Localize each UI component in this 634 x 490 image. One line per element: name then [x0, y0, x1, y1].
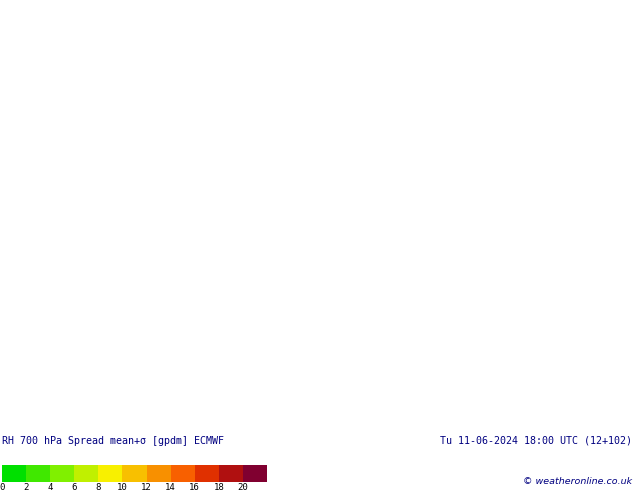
Text: 10: 10 [117, 483, 128, 490]
Text: RH 700 hPa Spread mean+σ [gpdm] ECMWF: RH 700 hPa Spread mean+σ [gpdm] ECMWF [2, 436, 224, 446]
Text: 14: 14 [165, 483, 176, 490]
Bar [243, 465, 267, 482]
Text: © weatheronline.co.uk: © weatheronline.co.uk [523, 477, 632, 486]
Bar [195, 465, 219, 482]
Bar [219, 465, 243, 482]
Bar [2, 465, 26, 482]
Text: 8: 8 [96, 483, 101, 490]
Bar [171, 465, 195, 482]
Bar [74, 465, 98, 482]
Text: 20: 20 [238, 483, 249, 490]
Text: 4: 4 [48, 483, 53, 490]
Text: 12: 12 [141, 483, 152, 490]
Bar [98, 465, 122, 482]
Bar [26, 465, 50, 482]
Text: 0: 0 [0, 483, 4, 490]
Text: 18: 18 [214, 483, 224, 490]
Text: Tu 11-06-2024 18:00 UTC (12+102): Tu 11-06-2024 18:00 UTC (12+102) [440, 436, 632, 446]
Bar [122, 465, 146, 482]
Text: 16: 16 [190, 483, 200, 490]
Text: 6: 6 [72, 483, 77, 490]
Bar [50, 465, 74, 482]
Bar [146, 465, 171, 482]
Text: 2: 2 [23, 483, 29, 490]
